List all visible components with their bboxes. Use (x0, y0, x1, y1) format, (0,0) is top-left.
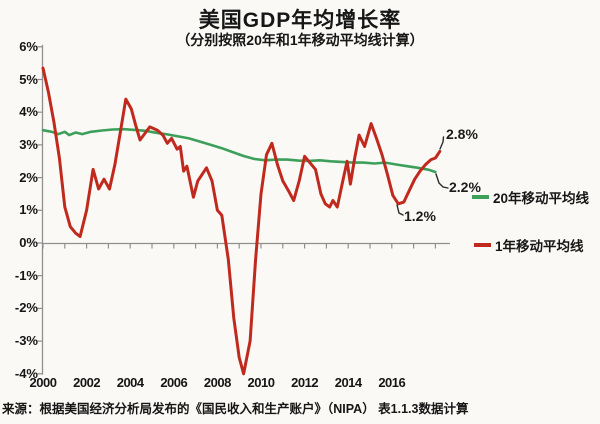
legend-label-1yr: 1年移动平均线 (495, 239, 584, 254)
y-tick-label: 2% (19, 169, 38, 185)
leader-red-dip (396, 204, 404, 216)
y-tick-label: -4% (14, 365, 38, 381)
annotation-red-line-end: 2.8% (446, 126, 478, 142)
y-tick-label: 6% (19, 38, 38, 54)
x-tick-label: 2012 (291, 375, 319, 390)
y-tick-label: -2% (14, 300, 38, 316)
source-note: 来源：根据美国经济分析局发布的《国民收入和生产账户》（NIPA） 表1.1.3数… (2, 402, 469, 416)
series-line-20yr-moving-average (41, 127, 437, 174)
y-tick-label: 0% (19, 235, 38, 250)
y-tick-label: 3% (19, 136, 38, 152)
x-tick-label: 2016 (378, 375, 406, 390)
x-tick-label: 2008 (203, 375, 231, 390)
legend-item-20yr-moving-average: 20年移动平均线 (472, 189, 590, 206)
y-tick-label: -3% (14, 333, 38, 349)
chart-subtitle: （分别按照20年和1年移动平均线计算） (176, 32, 424, 48)
leader-green-end (435, 173, 449, 189)
annotation-green-line-end: 2.2% (449, 179, 481, 195)
x-tick-label: 2002 (73, 375, 101, 390)
y-tick-label: 5% (19, 71, 38, 87)
leader-red-end (439, 136, 445, 150)
legend-swatch-20yr-line-icon (472, 195, 489, 199)
chart-title: 美国GDP年均增长率 (198, 9, 402, 32)
x-tick-label: 2004 (116, 375, 144, 390)
legend-swatch-1yr-line-icon (474, 243, 491, 247)
y-tick-label: 4% (19, 104, 38, 120)
y-tick-label: 1% (19, 202, 38, 218)
x-tick-label: 2014 (334, 375, 362, 390)
x-tick-label: 2010 (247, 375, 275, 390)
series-line-1yr-moving-average (41, 66, 442, 376)
axes (37, 44, 450, 375)
y-tick-label: -1% (14, 267, 38, 283)
x-tick-label: 2006 (160, 375, 188, 390)
legend-label-20yr: 20年移动平均线 (493, 191, 590, 206)
x-tick-label: 2000 (29, 375, 57, 390)
annotation-red-line-dip: 1.2% (404, 208, 436, 224)
legend-item-1yr-moving-average: 1年移动平均线 (474, 237, 584, 254)
annotation-leader-lines (396, 136, 449, 216)
